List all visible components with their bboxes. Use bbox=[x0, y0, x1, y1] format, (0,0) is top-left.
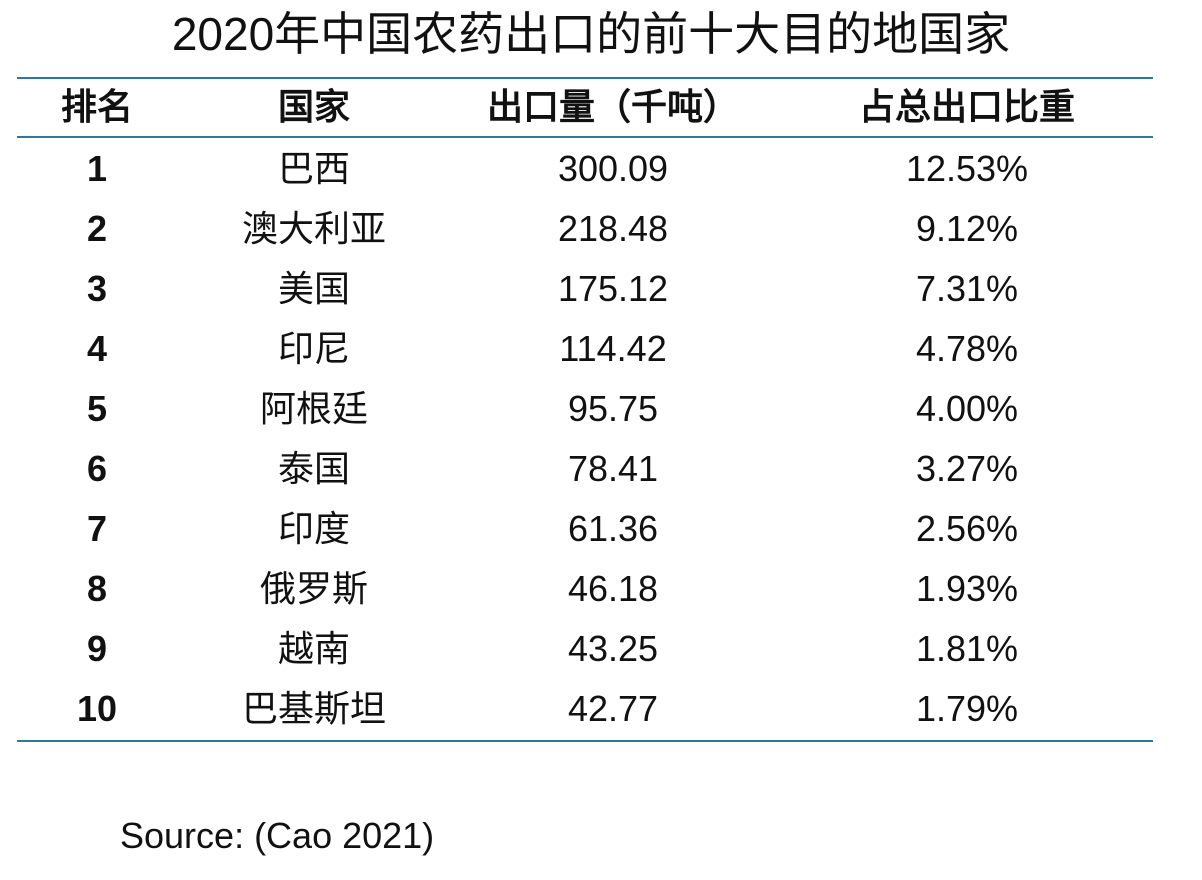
country-cell: 巴西 bbox=[277, 148, 350, 189]
table-row: 6 泰国 78.41 3.27% bbox=[17, 439, 1153, 499]
rank-cell: 7 bbox=[86, 508, 108, 549]
country-cell: 印度 bbox=[277, 508, 350, 549]
rank-cell: 8 bbox=[86, 568, 108, 609]
share-cell: 1.93% bbox=[915, 568, 1019, 609]
table-row: 8 俄罗斯 46.18 1.93% bbox=[17, 559, 1153, 619]
rank-cell: 9 bbox=[86, 628, 108, 669]
volume-cell: 61.36 bbox=[567, 508, 659, 549]
table-row: 7 印度 61.36 2.56% bbox=[17, 499, 1153, 559]
share-cell: 9.12% bbox=[915, 208, 1019, 249]
source-citation: Source: (Cao 2021) bbox=[120, 815, 435, 856]
volume-cell: 218.48 bbox=[557, 208, 669, 249]
table-row: 2 澳大利亚 218.48 9.12% bbox=[17, 199, 1153, 259]
rank-cell: 4 bbox=[86, 328, 108, 369]
share-cell: 1.79% bbox=[915, 688, 1019, 729]
share-cell: 7.31% bbox=[915, 268, 1019, 309]
volume-cell: 42.77 bbox=[567, 688, 659, 729]
table-row: 9 越南 43.25 1.81% bbox=[17, 619, 1153, 679]
share-cell: 4.78% bbox=[915, 328, 1019, 369]
share-cell: 3.27% bbox=[915, 448, 1019, 489]
volume-cell: 114.42 bbox=[559, 328, 667, 369]
country-cell: 巴基斯坦 bbox=[241, 688, 386, 729]
volume-cell: 300.09 bbox=[557, 148, 669, 189]
header-volume: 出口量（千吨） bbox=[486, 86, 739, 127]
country-cell: 俄罗斯 bbox=[259, 568, 368, 609]
country-cell: 美国 bbox=[277, 268, 350, 309]
header-country: 国家 bbox=[277, 86, 350, 127]
share-cell: 2.56% bbox=[915, 508, 1019, 549]
volume-cell: 43.25 bbox=[567, 628, 659, 669]
rank-cell: 5 bbox=[86, 388, 108, 429]
table-header-row: 排名 国家 出口量（千吨） 占总出口比重 bbox=[17, 77, 1153, 137]
volume-cell: 46.18 bbox=[567, 568, 659, 609]
rank-cell: 2 bbox=[86, 208, 108, 249]
top-rule bbox=[17, 77, 1153, 79]
country-cell: 印尼 bbox=[277, 328, 350, 369]
country-cell: 阿根廷 bbox=[259, 388, 368, 429]
table-row: 10 巴基斯坦 42.77 1.79% bbox=[17, 679, 1153, 739]
share-cell: 4.00% bbox=[915, 388, 1019, 429]
country-cell: 澳大利亚 bbox=[241, 208, 386, 249]
share-cell: 12.53% bbox=[905, 148, 1029, 189]
table-title: 2020年中国农药出口的前十大目的地国家 bbox=[171, 8, 1011, 60]
volume-cell: 95.75 bbox=[567, 388, 659, 429]
volume-cell: 175.12 bbox=[557, 268, 669, 309]
table-row: 1 巴西 300.09 12.53% bbox=[17, 139, 1153, 199]
rank-cell: 1 bbox=[86, 148, 108, 189]
volume-cell: 78.41 bbox=[567, 448, 659, 489]
rank-cell: 6 bbox=[86, 448, 108, 489]
table-row: 4 印尼 114.42 4.78% bbox=[17, 319, 1153, 379]
table-row: 3 美国 175.12 7.31% bbox=[17, 259, 1153, 319]
table-row: 5 阿根廷 95.75 4.00% bbox=[17, 379, 1153, 439]
bottom-rule bbox=[17, 740, 1153, 742]
rank-cell: 3 bbox=[86, 268, 108, 309]
share-cell: 1.81% bbox=[915, 628, 1019, 669]
header-share: 占总出口比重 bbox=[858, 86, 1075, 127]
header-rule bbox=[17, 136, 1153, 138]
header-rank: 排名 bbox=[60, 86, 133, 127]
country-cell: 泰国 bbox=[277, 448, 350, 489]
country-cell: 越南 bbox=[277, 628, 350, 669]
rank-cell: 10 bbox=[76, 688, 118, 729]
